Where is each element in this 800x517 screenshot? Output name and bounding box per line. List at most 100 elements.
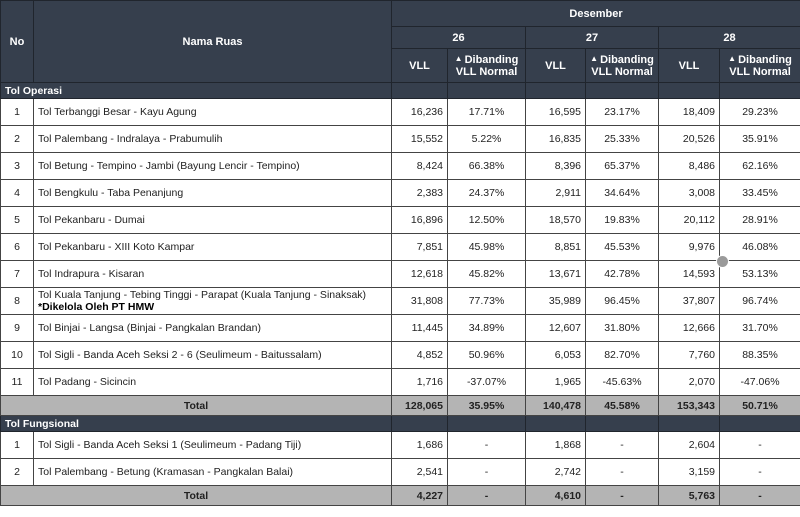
header-dibanding: ▲ Dibanding VLL Normal [718, 48, 800, 83]
row-nama: Tol Pekanbaru - XIII Koto Kampar [33, 233, 392, 261]
cell-vll: 8,851 [525, 233, 586, 261]
header-nama-ruas: Nama Ruas [33, 0, 392, 83]
cell-vll: 20,526 [658, 125, 720, 153]
cell-percent: 77.73% [447, 287, 526, 315]
header-day: 27 [525, 26, 659, 49]
arrow-up-icon: ▲ [590, 53, 599, 63]
total-value: 35.95% [447, 395, 526, 416]
cell-vll: 3,008 [658, 179, 720, 207]
cell-vll: 11,445 [391, 314, 448, 342]
cell-percent: 35.91% [718, 125, 800, 153]
cell-vll: 4,852 [391, 341, 448, 369]
cell-vll: 1,965 [525, 368, 586, 396]
table-row: 10 Tol Sigli - Banda Aceh Seksi 2 - 6 (S… [0, 341, 800, 369]
cell-percent: 12.50% [447, 206, 526, 234]
row-nama: Tol Betung - Tempino - Jambi (Bayung Len… [33, 152, 392, 180]
cell-percent: 45.53% [585, 233, 659, 261]
cell-percent: - [585, 431, 659, 459]
cell-percent: 62.16% [718, 152, 800, 180]
table-row: 2 Tol Palembang - Betung (Kramasan - Pan… [0, 458, 800, 486]
cell-percent: 24.37% [447, 179, 526, 207]
row-no: 7 [0, 260, 34, 288]
table-row: 11 Tol Padang - Sicincin 1,716 -37.07% 1,96… [0, 368, 800, 396]
cell-percent: -45.63% [585, 368, 659, 396]
total-value: - [718, 485, 800, 506]
total-label: Total [0, 485, 392, 506]
cell-vll: 2,541 [391, 458, 448, 486]
cell-percent: 45.98% [447, 233, 526, 261]
total-value: 128,065 [391, 395, 448, 416]
cell-percent: -47.06% [718, 368, 800, 396]
cell-vll: 37,807 [658, 287, 720, 315]
row-no: 1 [0, 98, 34, 126]
cell-percent: 34.64% [585, 179, 659, 207]
total-row: Total 4,227-4,610-5,763- [0, 485, 800, 506]
row-nama: Tol Padang - Sicincin [33, 368, 392, 396]
cell-percent: 17.71% [447, 98, 526, 126]
cell-percent: 65.37% [585, 152, 659, 180]
user-avatar-icon[interactable] [716, 255, 729, 268]
table-row: 4 Tol Bengkulu - Taba Penanjung 2,383 24.3… [0, 179, 800, 207]
header-day: 26 [391, 26, 526, 49]
cell-vll: 1,716 [391, 368, 448, 396]
row-no: 4 [0, 179, 34, 207]
header-dibanding: ▲ Dibanding VLL Normal [585, 48, 659, 83]
cell-vll: 2,604 [658, 431, 720, 459]
cell-percent: 82.70% [585, 341, 659, 369]
cell-vll: 1,686 [391, 431, 448, 459]
row-no: 3 [0, 152, 34, 180]
total-value: 50.71% [718, 395, 800, 416]
cell-vll: 18,570 [525, 206, 586, 234]
cell-vll: 18,409 [658, 98, 720, 126]
header-vll: VLL [658, 48, 720, 83]
total-value: 4,610 [525, 485, 586, 506]
cell-percent: - [718, 431, 800, 459]
total-value: 5,763 [658, 485, 720, 506]
cell-percent: - [447, 431, 526, 459]
cell-vll: 15,552 [391, 125, 448, 153]
row-no: 6 [0, 233, 34, 261]
row-no: 11 [0, 368, 34, 396]
cell-percent: 53.13% [718, 260, 800, 288]
row-no: 2 [0, 458, 34, 486]
row-no: 1 [0, 431, 34, 459]
header-day: 28 [657, 26, 800, 49]
cell-percent: 31.70% [718, 314, 800, 342]
cell-vll: 14,593 [658, 260, 720, 288]
cell-vll: 20,112 [658, 206, 720, 234]
row-nama: Tol Bengkulu - Taba Penanjung [33, 179, 392, 207]
traffic-table: No Nama Ruas Desember 26 27 28 VLL ▲ Dibandin… [0, 0, 800, 506]
total-value: - [585, 485, 659, 506]
cell-percent: 29.23% [718, 98, 800, 126]
cell-vll: 2,911 [525, 179, 586, 207]
cell-percent: 19.83% [585, 206, 659, 234]
row-no: 5 [0, 206, 34, 234]
cell-vll: 31,808 [391, 287, 448, 315]
arrow-up-icon: ▲ [454, 53, 463, 63]
header-month: Desember [390, 0, 800, 27]
cell-vll: 8,486 [658, 152, 720, 180]
header-dibanding: ▲ Dibanding VLL Normal [447, 48, 526, 83]
cell-vll: 2,070 [658, 368, 720, 396]
cell-percent: 66.38% [447, 152, 526, 180]
section-title: Tol Fungsional [0, 415, 392, 432]
cell-percent: 88.35% [718, 341, 800, 369]
cell-vll: 35,989 [525, 287, 586, 315]
row-no: 10 [0, 341, 34, 369]
table-row: 9 Tol Binjai - Langsa (Binjai - Pangkala… [0, 314, 800, 342]
section-title: Tol Operasi [0, 82, 392, 99]
table-row: 8 Tol Kuala Tanjung - Tebing Tinggi - Pa… [0, 287, 800, 315]
row-note: *Dikelola Oleh PT HMW [38, 301, 155, 313]
row-no: 2 [0, 125, 34, 153]
row-nama: Tol Sigli - Banda Aceh Seksi 2 - 6 (Seul… [33, 341, 392, 369]
cell-vll: 8,424 [391, 152, 448, 180]
table-row: 6 Tol Pekanbaru - XIII Koto Kampar 7,851 4… [0, 233, 800, 261]
total-value: 140,478 [525, 395, 586, 416]
cell-vll: 12,618 [391, 260, 448, 288]
header-vll: VLL [525, 48, 586, 83]
cell-percent: - [585, 458, 659, 486]
cell-vll: 2,742 [525, 458, 586, 486]
cell-vll: 12,666 [658, 314, 720, 342]
cell-vll: 12,607 [525, 314, 586, 342]
cell-percent: 23.17% [585, 98, 659, 126]
